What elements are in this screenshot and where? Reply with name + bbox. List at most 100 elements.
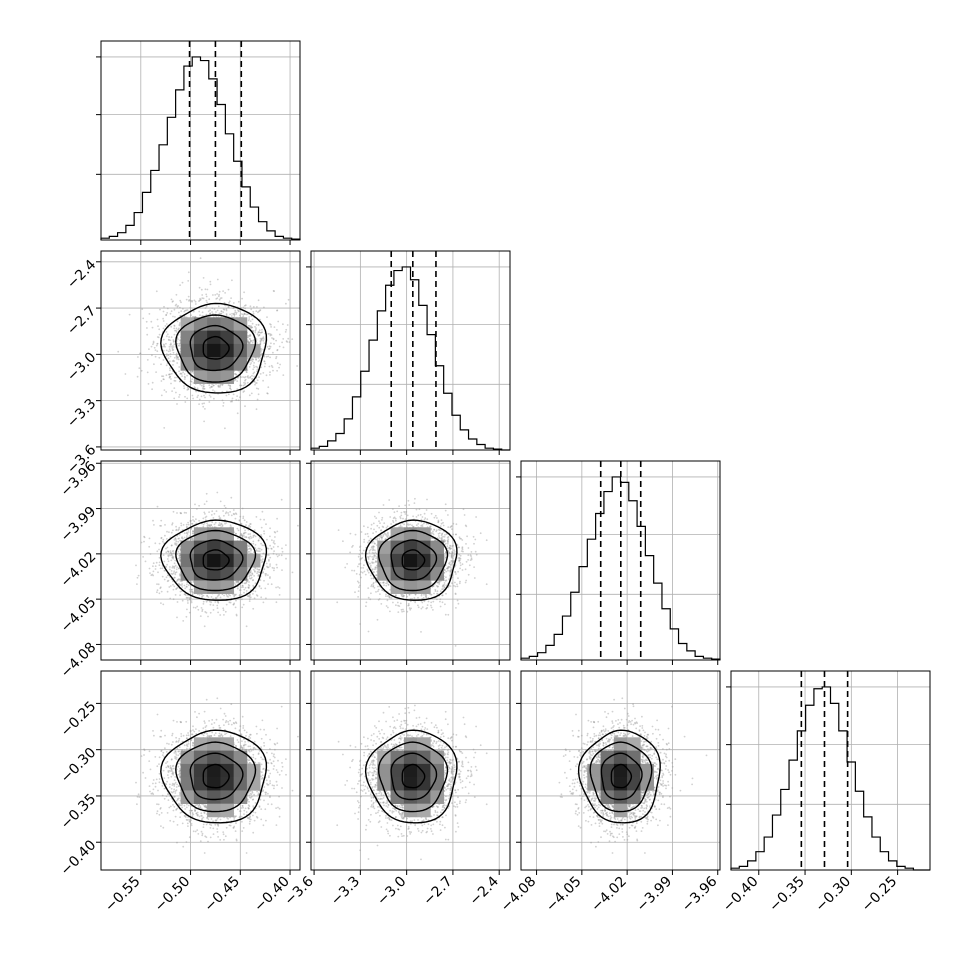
sample-point (165, 323, 168, 325)
sample-point (188, 299, 191, 301)
sample-point (248, 600, 251, 602)
sample-point (188, 588, 191, 591)
sample-point (216, 297, 219, 300)
sample-point (149, 572, 151, 574)
sample-point (181, 281, 184, 284)
sample-point (212, 384, 215, 387)
sample-point (260, 587, 263, 590)
sample-point (175, 540, 178, 543)
sample-point (204, 307, 207, 309)
sample-point (175, 529, 178, 532)
sample-point (211, 385, 213, 388)
sample-point (174, 316, 176, 318)
sample-point (230, 388, 232, 391)
sample-point (161, 575, 164, 578)
sample-point (224, 427, 226, 430)
sample-point (271, 337, 273, 339)
sample-point (170, 378, 172, 380)
density-cell (233, 330, 248, 345)
sample-point (173, 538, 176, 541)
sample-point (242, 306, 245, 309)
sample-point (214, 521, 217, 524)
sample-point (255, 359, 257, 361)
sample-point (192, 310, 195, 313)
sample-point (168, 373, 171, 376)
sample-point (146, 327, 148, 329)
sample-point (220, 297, 223, 299)
sample-point (224, 512, 227, 515)
sample-point (258, 376, 260, 378)
sample-point (219, 386, 221, 388)
sample-point (251, 318, 254, 321)
sample-point (257, 357, 260, 359)
sample-point (281, 569, 283, 571)
sample-point (202, 405, 205, 408)
sample-point (218, 298, 221, 301)
sample-point (268, 348, 270, 350)
sample-point (173, 387, 176, 389)
sample-point (262, 379, 264, 382)
sample-point (175, 329, 178, 332)
sample-point (229, 313, 232, 316)
sample-point (213, 390, 216, 393)
sample-point (218, 290, 221, 293)
sample-point (216, 278, 219, 281)
sample-point (186, 599, 189, 602)
sample-point (221, 399, 224, 402)
sample-point (296, 365, 298, 367)
sample-point (148, 537, 151, 540)
sample-point (201, 608, 204, 611)
sample-point (145, 320, 148, 323)
sample-point (257, 311, 259, 314)
sample-point (230, 514, 233, 517)
sample-point (177, 547, 180, 550)
sample-point (178, 366, 181, 368)
sample-point (157, 583, 160, 586)
sample-point (235, 399, 238, 401)
sample-point (156, 342, 159, 345)
sample-point (276, 349, 279, 351)
sample-point (136, 576, 139, 579)
sample-point (156, 505, 159, 508)
sample-point (205, 600, 208, 603)
sample-point (269, 345, 272, 348)
sample-point (204, 288, 207, 291)
sample-point (185, 596, 188, 599)
sample-point (263, 579, 265, 582)
sample-point (161, 567, 164, 570)
sample-point (247, 533, 250, 535)
sample-point (245, 536, 248, 539)
sample-point (263, 532, 266, 535)
sample-point (243, 381, 245, 384)
sample-point (256, 368, 259, 371)
sample-point (165, 576, 168, 579)
sample-point (235, 599, 237, 602)
sample-point (287, 298, 290, 301)
sample-point (243, 312, 246, 315)
sample-point (215, 298, 218, 300)
sample-point (249, 341, 252, 344)
sample-point (153, 346, 156, 349)
sample-point (286, 324, 289, 326)
sample-point (242, 517, 245, 520)
sample-point (253, 380, 256, 383)
sample-point (186, 374, 189, 377)
sample-point (181, 599, 184, 602)
sample-point (225, 394, 228, 397)
sample-point (194, 303, 197, 305)
sample-point (181, 586, 184, 588)
sample-point (201, 311, 204, 314)
sample-point (259, 579, 262, 582)
sample-point (234, 512, 237, 515)
sample-point (190, 314, 193, 317)
sample-point (196, 387, 199, 390)
sample-point (212, 604, 215, 606)
sample-point (228, 300, 231, 303)
sample-point (269, 371, 271, 374)
sample-point (262, 336, 265, 339)
sample-point (271, 366, 274, 368)
sample-point (276, 566, 278, 569)
sample-point (269, 577, 271, 579)
sample-point (140, 541, 143, 544)
sample-point (227, 306, 230, 308)
